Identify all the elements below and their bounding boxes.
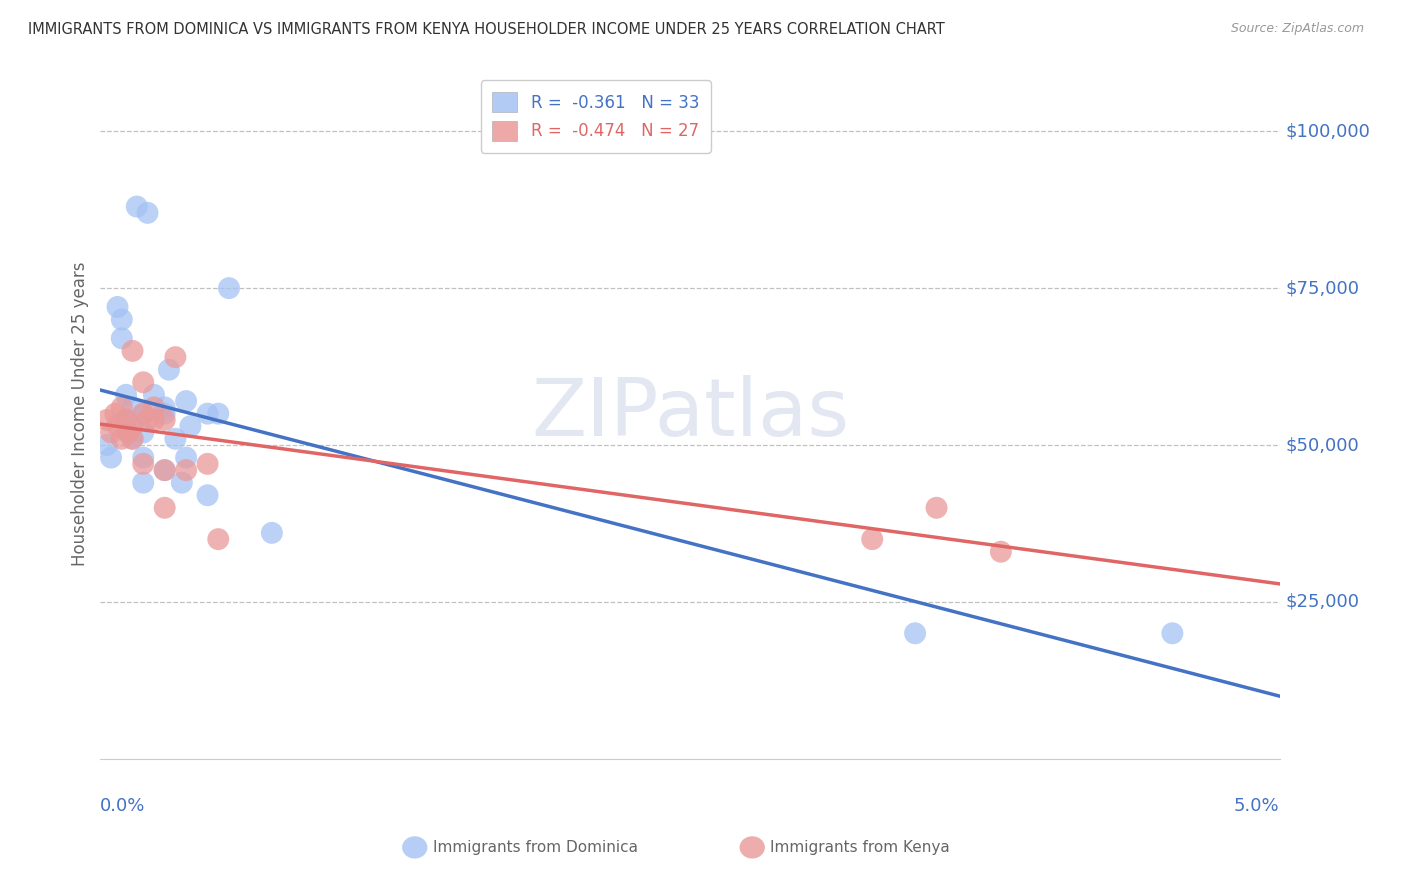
Text: $25,000: $25,000 xyxy=(1285,593,1360,611)
Point xyxy=(107,419,129,434)
Text: Immigrants from Dominica: Immigrants from Dominica xyxy=(433,840,638,855)
Point xyxy=(132,475,155,490)
Point xyxy=(117,425,139,440)
Point xyxy=(111,432,134,446)
Point xyxy=(153,407,176,421)
Point xyxy=(207,407,229,421)
Y-axis label: Householder Income Under 25 years: Householder Income Under 25 years xyxy=(72,261,89,566)
Point xyxy=(165,432,187,446)
Point xyxy=(207,532,229,546)
Point xyxy=(925,500,948,515)
Point xyxy=(125,200,148,214)
Point xyxy=(104,407,127,421)
Text: Immigrants from Kenya: Immigrants from Kenya xyxy=(770,840,950,855)
Point xyxy=(100,450,122,465)
Text: $100,000: $100,000 xyxy=(1285,122,1371,140)
Point xyxy=(121,432,143,446)
Point xyxy=(153,463,176,477)
Point xyxy=(197,488,219,502)
Point xyxy=(136,206,159,220)
Point xyxy=(174,463,197,477)
Point xyxy=(132,425,155,440)
Point xyxy=(132,450,155,465)
Point xyxy=(153,500,176,515)
Point xyxy=(132,407,155,421)
Point xyxy=(1161,626,1184,640)
Point xyxy=(179,419,201,434)
Point xyxy=(115,413,138,427)
Point xyxy=(121,432,143,446)
Point xyxy=(153,401,176,415)
Point xyxy=(96,438,118,452)
Point xyxy=(174,450,197,465)
Point xyxy=(197,457,219,471)
Text: Source: ZipAtlas.com: Source: ZipAtlas.com xyxy=(1230,22,1364,36)
Legend: R =  -0.361   N = 33, R =  -0.474   N = 27: R = -0.361 N = 33, R = -0.474 N = 27 xyxy=(481,80,710,153)
Point xyxy=(111,312,134,326)
Point xyxy=(142,401,165,415)
Point xyxy=(142,413,165,427)
Text: 0.0%: 0.0% xyxy=(100,797,146,814)
Point xyxy=(115,413,138,427)
Point xyxy=(990,545,1012,559)
Point xyxy=(111,331,134,345)
Point xyxy=(142,388,165,402)
Point xyxy=(153,413,176,427)
Text: ZIPatlas: ZIPatlas xyxy=(531,375,849,452)
Point xyxy=(174,394,197,409)
Point xyxy=(121,401,143,415)
Text: $75,000: $75,000 xyxy=(1285,279,1360,297)
Point xyxy=(121,419,143,434)
Point xyxy=(115,388,138,402)
Point xyxy=(121,343,143,358)
Point xyxy=(904,626,927,640)
Point xyxy=(218,281,240,295)
Point xyxy=(111,401,134,415)
Text: 5.0%: 5.0% xyxy=(1234,797,1279,814)
Point xyxy=(260,525,283,540)
Point xyxy=(132,376,155,390)
Point xyxy=(100,425,122,440)
Point xyxy=(860,532,883,546)
Point xyxy=(107,300,129,314)
Point xyxy=(157,362,180,376)
Text: IMMIGRANTS FROM DOMINICA VS IMMIGRANTS FROM KENYA HOUSEHOLDER INCOME UNDER 25 YE: IMMIGRANTS FROM DOMINICA VS IMMIGRANTS F… xyxy=(28,22,945,37)
Point xyxy=(136,413,159,427)
Point xyxy=(197,407,219,421)
Point xyxy=(165,350,187,364)
Point xyxy=(170,475,193,490)
Text: $50,000: $50,000 xyxy=(1285,436,1360,454)
Point xyxy=(117,425,139,440)
Point xyxy=(153,463,176,477)
Point xyxy=(96,413,118,427)
Point xyxy=(132,407,155,421)
Point xyxy=(132,457,155,471)
